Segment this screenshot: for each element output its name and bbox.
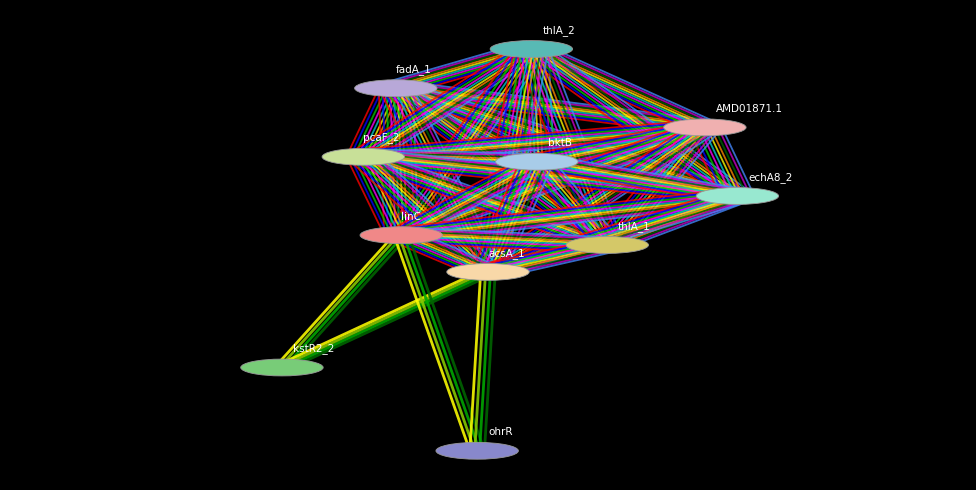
Ellipse shape [696,188,779,204]
Ellipse shape [436,442,518,459]
Text: fadA_1: fadA_1 [396,64,431,75]
Text: pcaF_2: pcaF_2 [363,133,400,144]
Text: acsA_1: acsA_1 [488,248,525,259]
Text: echA8_2: echA8_2 [749,172,793,183]
Text: ohrR: ohrR [488,427,512,438]
Ellipse shape [354,80,437,97]
Ellipse shape [490,41,573,57]
Ellipse shape [360,227,442,244]
Ellipse shape [496,153,578,170]
Text: linC: linC [401,212,422,222]
Text: AMD01871.1: AMD01871.1 [715,104,783,114]
Text: bktB: bktB [548,138,572,148]
Ellipse shape [566,237,648,253]
Ellipse shape [447,264,529,280]
Ellipse shape [664,119,746,136]
Ellipse shape [241,359,323,376]
Text: thlA_1: thlA_1 [618,221,651,232]
Text: kstR2_2: kstR2_2 [293,343,334,354]
Text: thlA_2: thlA_2 [543,25,575,36]
Ellipse shape [322,148,404,165]
